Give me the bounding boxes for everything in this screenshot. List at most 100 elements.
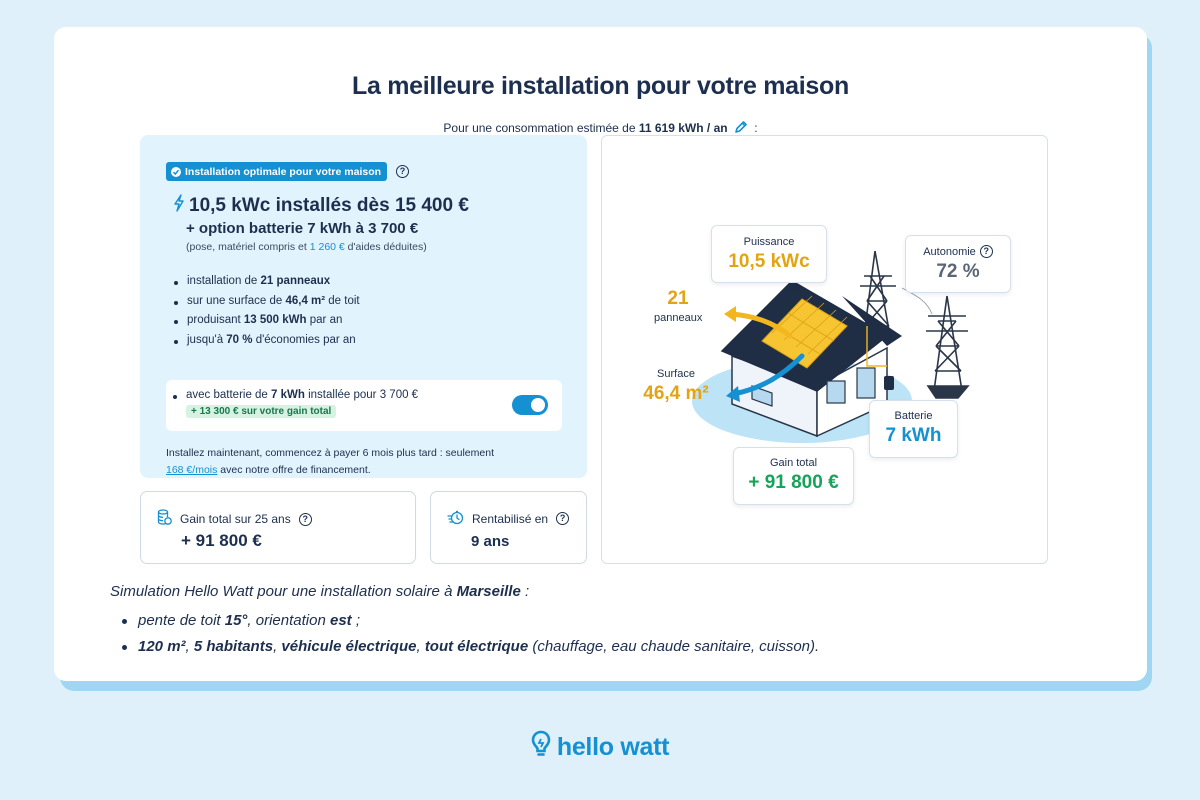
bullet-text: jusqu'à (187, 333, 227, 346)
gain-stat-label: Gain total sur 25 ans (180, 512, 291, 526)
simulation-details: pente de toit 15°, orientation est ; 120… (120, 608, 819, 660)
note-bold: 120 m² (138, 638, 186, 655)
note-text: pente de toit (138, 612, 225, 629)
simulation-note: Simulation Hello Watt pour une installat… (110, 583, 529, 600)
offer-headline-text: 10,5 kWc installés dès 15 400 € (189, 195, 469, 216)
note-bold: 15° (224, 612, 248, 629)
note-text: (chauffage, eau chaude sanitaire, cuisso… (528, 638, 820, 655)
hello-watt-logo: hello watt (0, 730, 1200, 765)
batterie-callout: Batterie 7 kWh (869, 400, 958, 458)
note-bold: tout électrique (424, 638, 529, 655)
finance-intro: Installez maintenant, commencez à payer … (166, 447, 494, 459)
house-illustration (692, 250, 970, 443)
finance-suffix: avec notre offre de financement. (217, 464, 371, 476)
speed-clock-icon (447, 509, 464, 528)
battery-option-line: + option batterie 7 kWh à 3 700 € (186, 220, 419, 237)
gain-stat-card: Gain total sur 25 ans ? + 91 800 € (140, 491, 416, 564)
puissance-label: Puissance (743, 236, 795, 248)
autonomie-callout: Autonomie ? 72 % (905, 235, 1011, 293)
note-bold: est (329, 612, 352, 629)
result-card: La meilleure installation pour votre mai… (54, 27, 1147, 681)
autonomie-value: 72 % (936, 261, 980, 282)
puissance-callout: Puissance 10,5 kWc (711, 225, 827, 283)
finance-text: Installez maintenant, commencez à payer … (166, 445, 546, 479)
lightning-icon (172, 194, 186, 218)
gain-callout-label: Gain total (769, 457, 818, 469)
list-item: produisant 13 500 kWh par an (172, 314, 360, 334)
battery-toggle[interactable] (512, 395, 548, 415)
optimal-badge-label: Installation optimale pour votre maison (185, 165, 382, 178)
roi-stat-card: Rentabilisé en ? 9 ans (430, 491, 587, 564)
battery-row-pre: avec batterie de (186, 389, 272, 401)
bullet-bold: 70 % (226, 333, 253, 346)
optimal-installation-panel: Installation optimale pour votre maison … (140, 135, 587, 478)
gain-stat-label-row: Gain total sur 25 ans ? (157, 509, 312, 529)
aid-prefix: (pose, matériel compris et (186, 241, 310, 253)
autonomie-label-row: Autonomie ? (906, 245, 1010, 258)
battery-row-post: installée pour 3 700 € (304, 389, 419, 401)
bullet-text: installation de (187, 275, 261, 287)
note-text: , orientation (247, 612, 330, 629)
bullet-text: de toit (325, 294, 360, 307)
bullet-text: sur une surface de (187, 294, 286, 307)
roi-stat-label-row: Rentabilisé en ? (447, 509, 570, 528)
panneaux-annotation: 21 panneaux (654, 288, 702, 324)
bulb-logo-icon (531, 730, 551, 765)
consumption-suffix: : (750, 121, 758, 135)
note-text: , (185, 638, 194, 655)
consumption-value: 11 619 kWh / an (638, 121, 728, 135)
help-icon[interactable]: ? (979, 245, 993, 258)
note-city: Marseille (456, 583, 521, 600)
battery-option-row: avec batterie de 7 kWh installée pour 3 … (166, 380, 562, 431)
bullet-bold: 21 panneaux (260, 275, 331, 287)
note-text: , (416, 638, 425, 655)
help-icon[interactable]: ? (298, 512, 312, 526)
list-item: 120 m², 5 habitants, véhicule électrique… (120, 634, 819, 660)
brand-name: hello watt (556, 733, 670, 761)
bullet-text: par an (306, 314, 343, 326)
note-bold: 5 habitants (193, 638, 274, 655)
note-intro-end: : (520, 583, 530, 600)
surface-annotation: Surface 46,4 m² (638, 368, 714, 405)
pencil-icon[interactable] (734, 120, 748, 137)
panneaux-value: 21 (667, 288, 689, 309)
bullet-text: produisant (187, 314, 244, 326)
aid-value: 1 260 € (309, 241, 345, 253)
batterie-value: 7 kWh (885, 425, 942, 446)
surface-value: 46,4 m² (643, 383, 709, 404)
list-item: pente de toit 15°, orientation est ; (120, 608, 819, 634)
note-text: ; (351, 612, 361, 629)
power-pylon-icon (860, 250, 970, 399)
aid-line: (pose, matériel compris et 1 260 € d'aid… (186, 241, 427, 253)
battery-row-bold: 7 kWh (271, 389, 305, 401)
optimal-badge: Installation optimale pour votre maison (166, 162, 388, 181)
roi-stat-label: Rentabilisé en (472, 511, 549, 526)
list-item: jusqu'à 70 % d'économies par an (172, 334, 360, 354)
autonomie-label: Autonomie (923, 245, 976, 258)
offer-bullets: installation de 21 panneaux sur une surf… (172, 275, 360, 353)
note-intro: Simulation Hello Watt pour une installat… (110, 583, 457, 600)
consumption-prefix: Pour une consommation estimée de (443, 121, 639, 135)
installation-illustration: Puissance 10,5 kWc Autonomie ? 72 % 21 p… (601, 135, 1048, 564)
surface-label: Surface (657, 368, 695, 380)
battery-gain-badge: + 13 300 € sur votre gain total (186, 405, 337, 418)
list-item: sur une surface de 46,4 m² de toit (172, 295, 360, 315)
help-icon[interactable]: ? (396, 165, 409, 178)
gain-callout: Gain total + 91 800 € (733, 447, 854, 505)
offer-headline: 10,5 kWc installés dès 15 400 € (172, 194, 469, 218)
note-text: , (273, 638, 282, 655)
help-icon[interactable]: ? (556, 512, 570, 525)
bullet-bold: 13 500 kWh (243, 314, 307, 326)
gain-callout-value: + 91 800 € (748, 472, 839, 493)
puissance-value: 10,5 kWc (728, 251, 810, 272)
bullet-bold: 46,4 m² (285, 294, 326, 307)
list-item: installation de 21 panneaux (172, 275, 360, 295)
roi-stat-value: 9 ans (471, 533, 510, 550)
page-title: La meilleure installation pour votre mai… (352, 72, 849, 100)
finance-link[interactable]: 168 €/mois (166, 464, 218, 476)
battery-row-text: avec batterie de 7 kWh installée pour 3 … (172, 389, 419, 401)
check-icon (171, 166, 181, 177)
solar-panels-icon (761, 295, 848, 369)
aid-suffix: d'aides déduites) (344, 241, 427, 253)
coins-icon (157, 509, 172, 529)
